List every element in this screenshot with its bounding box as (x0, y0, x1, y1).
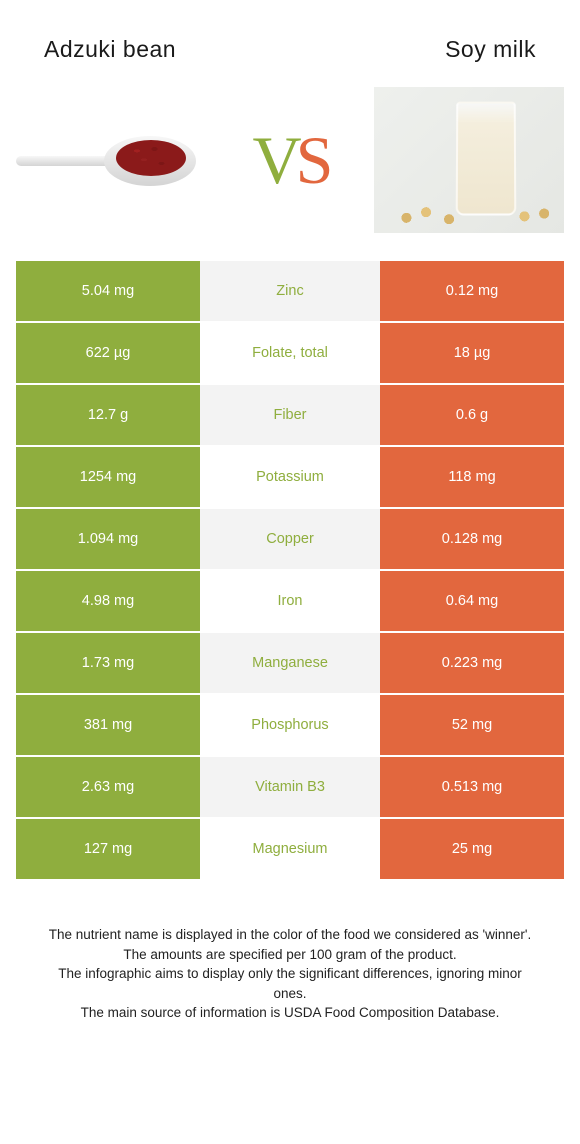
table-row: 1.094 mgCopper0.128 mg (16, 509, 564, 569)
nutrient-label-cell: Fiber (200, 385, 380, 445)
right-value-cell: 118 mg (380, 447, 564, 507)
footer-line-4: The main source of information is USDA F… (40, 1003, 540, 1023)
table-row: 4.98 mgIron0.64 mg (16, 571, 564, 631)
table-row: 1254 mgPotassium118 mg (16, 447, 564, 507)
left-value-cell: 1.73 mg (16, 633, 200, 693)
left-value-cell: 1.094 mg (16, 509, 200, 569)
left-value-cell: 12.7 g (16, 385, 200, 445)
nutrient-label-cell: Vitamin B3 (200, 757, 380, 817)
spoon-illustration (16, 130, 206, 190)
table-row: 622 µgFolate, total18 µg (16, 323, 564, 383)
hero-row: VS (0, 63, 580, 261)
table-row: 127 mgMagnesium25 mg (16, 819, 564, 879)
nutrient-label-cell: Folate, total (200, 323, 380, 383)
right-food-title: Soy milk (445, 36, 536, 63)
right-value-cell: 0.12 mg (380, 261, 564, 321)
nutrient-table: 5.04 mgZinc0.12 mg622 µgFolate, total18 … (0, 261, 580, 879)
nutrient-label-cell: Phosphorus (200, 695, 380, 755)
right-value-cell: 0.513 mg (380, 757, 564, 817)
left-food-title: Adzuki bean (44, 36, 176, 63)
nutrient-label-cell: Iron (200, 571, 380, 631)
header: Adzuki bean Soy milk (0, 0, 580, 63)
right-value-cell: 0.6 g (380, 385, 564, 445)
table-row: 1.73 mgManganese0.223 mg (16, 633, 564, 693)
right-value-cell: 52 mg (380, 695, 564, 755)
vs-letter-s: S (296, 122, 328, 198)
left-value-cell: 2.63 mg (16, 757, 200, 817)
left-food-image (16, 87, 206, 233)
right-value-cell: 0.128 mg (380, 509, 564, 569)
left-value-cell: 4.98 mg (16, 571, 200, 631)
vs-letter-v: V (253, 122, 296, 198)
right-value-cell: 25 mg (380, 819, 564, 879)
footer-line-1: The nutrient name is displayed in the co… (40, 925, 540, 945)
left-value-cell: 5.04 mg (16, 261, 200, 321)
footer-line-2: The amounts are specified per 100 gram o… (40, 945, 540, 965)
right-value-cell: 0.64 mg (380, 571, 564, 631)
right-food-image (374, 87, 564, 233)
table-row: 5.04 mgZinc0.12 mg (16, 261, 564, 321)
table-row: 381 mgPhosphorus52 mg (16, 695, 564, 755)
footer-line-3: The infographic aims to display only the… (40, 964, 540, 1003)
left-value-cell: 127 mg (16, 819, 200, 879)
nutrient-label-cell: Magnesium (200, 819, 380, 879)
table-row: 12.7 gFiber0.6 g (16, 385, 564, 445)
left-value-cell: 381 mg (16, 695, 200, 755)
nutrient-label-cell: Zinc (200, 261, 380, 321)
nutrient-label-cell: Copper (200, 509, 380, 569)
right-value-cell: 0.223 mg (380, 633, 564, 693)
footer-notes: The nutrient name is displayed in the co… (0, 881, 580, 1023)
right-value-cell: 18 µg (380, 323, 564, 383)
left-value-cell: 1254 mg (16, 447, 200, 507)
soy-milk-illustration (374, 87, 564, 233)
vs-label: VS (253, 121, 328, 200)
nutrient-label-cell: Potassium (200, 447, 380, 507)
table-row: 2.63 mgVitamin B30.513 mg (16, 757, 564, 817)
left-value-cell: 622 µg (16, 323, 200, 383)
nutrient-label-cell: Manganese (200, 633, 380, 693)
